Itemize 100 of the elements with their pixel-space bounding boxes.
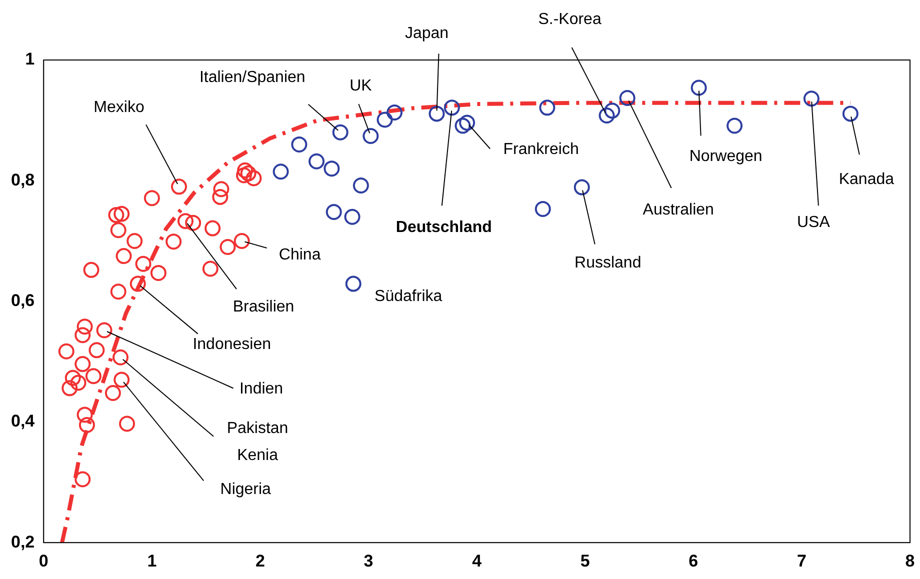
- annotation: China: [278, 246, 321, 264]
- annotation: USA: [797, 214, 830, 232]
- point: [246, 170, 262, 186]
- point: [344, 208, 360, 225]
- annotation: Deutschland: [396, 219, 492, 236]
- point: [220, 239, 236, 256]
- x-tick-label: 7: [796, 551, 806, 570]
- annotation: Japan: [404, 25, 449, 42]
- x-tick-label: 5: [580, 551, 590, 570]
- x-tick-label: 1: [147, 551, 157, 570]
- point: [428, 106, 445, 122]
- point: [213, 181, 230, 198]
- point: [74, 471, 91, 488]
- point: [726, 118, 743, 134]
- annotation: S.-Korea: [538, 10, 602, 28]
- point: [237, 162, 254, 178]
- y-tick-label: 0,4: [10, 412, 36, 431]
- point: [83, 262, 100, 278]
- point: [803, 90, 820, 107]
- point: [119, 416, 136, 432]
- point: [70, 374, 86, 391]
- annotation: Kenia: [237, 446, 278, 464]
- y-tick-label: 0,2: [10, 532, 35, 552]
- point: [444, 100, 460, 116]
- point: [178, 213, 194, 230]
- annotation: Nigeria: [220, 481, 272, 498]
- point: [345, 276, 362, 292]
- point: [74, 327, 91, 344]
- point: [74, 356, 91, 372]
- point: [112, 349, 129, 366]
- point: [690, 80, 707, 96]
- point: [150, 264, 166, 281]
- y-tick-label: 0,8: [10, 170, 35, 190]
- point: [85, 368, 102, 384]
- x-tick-label: 6: [688, 551, 698, 570]
- point: [62, 380, 78, 396]
- point: [240, 165, 256, 182]
- y-tick-label: 0,6: [10, 290, 35, 310]
- point: [604, 102, 620, 119]
- annotation: Kanada: [838, 171, 894, 188]
- point: [574, 179, 590, 196]
- point: [110, 284, 126, 300]
- point: [76, 318, 93, 335]
- annotation: Italien/Spanien: [199, 68, 306, 86]
- point: [144, 190, 160, 206]
- annotation: Brasilien: [232, 298, 294, 316]
- x-tick-label: 2: [255, 551, 265, 570]
- annotation: Mexiko: [94, 99, 144, 116]
- point: [96, 322, 112, 338]
- x-tick-label: 8: [905, 551, 915, 570]
- point: [108, 207, 124, 224]
- point: [204, 220, 221, 236]
- point: [236, 167, 252, 184]
- x-tick-label: 0: [38, 551, 48, 570]
- point: [110, 222, 126, 238]
- point: [212, 188, 228, 205]
- annotation: UK: [350, 77, 372, 94]
- point: [619, 90, 636, 106]
- annotation: Indonesien: [192, 336, 271, 354]
- point: [842, 106, 858, 122]
- point: [104, 384, 121, 401]
- point: [166, 234, 182, 250]
- point: [135, 256, 152, 272]
- point: [126, 232, 143, 249]
- point: [362, 128, 379, 144]
- annotation: Australien: [642, 201, 714, 218]
- point: [454, 118, 471, 134]
- annotation: Norwegen: [689, 148, 762, 166]
- point: [376, 112, 393, 128]
- annotation: Pakistan: [226, 420, 288, 437]
- point: [171, 178, 188, 195]
- annotation: Russland: [574, 254, 642, 272]
- point: [291, 136, 308, 152]
- x-tick-label: 4: [472, 551, 482, 570]
- point: [78, 416, 95, 433]
- point: [324, 160, 340, 177]
- point: [58, 343, 74, 360]
- point: [326, 204, 342, 220]
- point: [76, 406, 93, 423]
- point: [185, 214, 202, 231]
- point: [459, 114, 476, 131]
- point: [308, 153, 325, 170]
- point: [352, 177, 369, 194]
- annotation: Indien: [239, 380, 284, 398]
- point: [114, 206, 130, 222]
- point: [598, 108, 615, 124]
- point: [539, 100, 556, 116]
- point: [88, 342, 105, 358]
- point: [202, 260, 218, 277]
- point: [64, 370, 81, 386]
- x-tick-label: 3: [364, 551, 374, 570]
- annotation: Südafrika: [374, 288, 442, 306]
- point: [234, 232, 250, 249]
- point: [130, 276, 146, 292]
- point: [114, 372, 130, 388]
- point: [332, 124, 348, 140]
- point: [386, 104, 403, 120]
- annotation: Frankreich: [503, 141, 579, 158]
- point: [116, 248, 132, 264]
- y-tick-label: 1: [25, 50, 35, 69]
